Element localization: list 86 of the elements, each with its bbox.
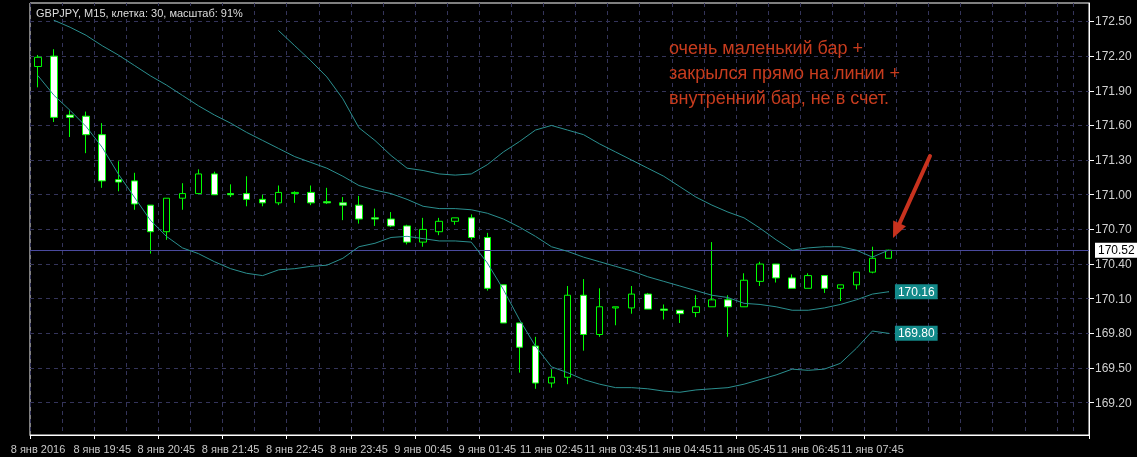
x-tick-label: 11 янв 07:45 xyxy=(840,442,904,455)
candlestick xyxy=(500,284,507,324)
y-tick-label: 170.10 xyxy=(1095,291,1133,306)
annotation: очень маленький бар + закрылся прямо на линии + внутренний бар, не в счет. xyxy=(669,37,906,108)
candlestick xyxy=(580,278,587,352)
y-tick-label: 172.20 xyxy=(1095,49,1133,64)
candlestick xyxy=(387,211,395,228)
candlestick xyxy=(227,183,234,198)
chart-title: GBPJPY, M15, клетка: 30, масштаб: 91% xyxy=(36,6,244,19)
x-tick-label: 8 янв 2016 xyxy=(10,442,66,455)
candlestick xyxy=(371,208,379,227)
candlestick xyxy=(291,190,299,204)
candlestick xyxy=(163,197,170,241)
candlestick xyxy=(484,232,491,292)
candlestick xyxy=(740,272,748,308)
y-tick-label: 169.20 xyxy=(1095,395,1133,410)
line-series xyxy=(278,30,889,258)
candlestick xyxy=(548,368,555,389)
x-tick-label: 11 янв 03:45 xyxy=(584,442,648,455)
candlestick xyxy=(676,309,684,324)
candlestick xyxy=(115,160,122,192)
candlestick xyxy=(660,303,668,320)
data-label: 169.80 xyxy=(897,326,935,341)
x-tick-label: 11 янв 02:45 xyxy=(520,442,583,455)
candlestick xyxy=(724,294,732,338)
candlestick xyxy=(147,204,154,255)
candlestick xyxy=(516,322,523,374)
candlestick xyxy=(532,336,539,390)
candlestick xyxy=(628,285,635,315)
y-tick-label: 172.50 xyxy=(1095,14,1133,29)
x-tick-label: 8 янв 21:45 xyxy=(201,442,260,455)
y-tick-label: 171.30 xyxy=(1095,153,1133,168)
y-tick-label: 169.50 xyxy=(1095,361,1133,376)
x-tick-label: 8 янв 23:45 xyxy=(330,442,388,455)
candlestick xyxy=(339,196,347,221)
x-tick-label: 9 янв 01:45 xyxy=(458,442,517,455)
candlestick xyxy=(275,185,282,206)
y-tick-label: 171.60 xyxy=(1095,118,1133,133)
candlestick xyxy=(692,294,700,318)
candlestick xyxy=(612,306,619,326)
ref-line-label: 170.52 xyxy=(1098,243,1136,258)
y-tick-label: 169.80 xyxy=(1095,326,1133,341)
candlestick xyxy=(804,272,812,289)
candlestick xyxy=(195,168,202,195)
x-tick-label: 8 янв 22:45 xyxy=(265,442,324,455)
data-label: 170.16 xyxy=(897,284,935,299)
candlestick xyxy=(323,187,331,205)
line-series xyxy=(53,19,889,311)
candlestick xyxy=(708,241,716,308)
candlestick xyxy=(131,172,138,211)
y-tick-label: 171.90 xyxy=(1095,83,1133,98)
candlestick xyxy=(419,217,427,248)
candlestick xyxy=(853,271,860,290)
candlestick xyxy=(772,263,780,284)
candlestick xyxy=(307,185,315,206)
candlestick xyxy=(50,48,58,123)
candlestick xyxy=(788,273,796,289)
candlestick xyxy=(403,224,411,245)
candlestick xyxy=(468,213,475,241)
x-tick-label: 8 янв 19:45 xyxy=(73,442,132,455)
candlestick xyxy=(644,292,652,310)
candlestick xyxy=(596,287,603,338)
candlestick xyxy=(756,261,764,287)
y-tick-label: 170.70 xyxy=(1095,222,1133,237)
x-tick-label: 8 янв 20:45 xyxy=(137,442,196,455)
candlestick xyxy=(435,217,443,236)
candlestick xyxy=(355,195,363,225)
candlestick xyxy=(66,109,74,138)
candlestick xyxy=(451,217,459,226)
candlestick xyxy=(211,171,218,196)
x-tick-label: 9 янв 00:45 xyxy=(394,442,452,455)
x-tick-label: 11 янв 06:45 xyxy=(776,442,840,455)
x-tick-label: 11 янв 04:45 xyxy=(648,442,712,455)
candlestick xyxy=(869,246,876,274)
candlestick xyxy=(82,111,90,154)
candlestick xyxy=(34,54,42,88)
candlestick xyxy=(564,285,571,385)
candlestick xyxy=(243,175,250,207)
x-tick-label: 11 янв 05:45 xyxy=(712,442,776,455)
candlestick xyxy=(179,182,186,211)
y-tick-label: 170.40 xyxy=(1095,257,1133,272)
candlestick xyxy=(837,284,844,302)
candlestick xyxy=(821,275,828,294)
candlestick xyxy=(98,122,106,189)
y-tick-label: 171.00 xyxy=(1095,187,1133,202)
candlestick xyxy=(259,194,266,207)
